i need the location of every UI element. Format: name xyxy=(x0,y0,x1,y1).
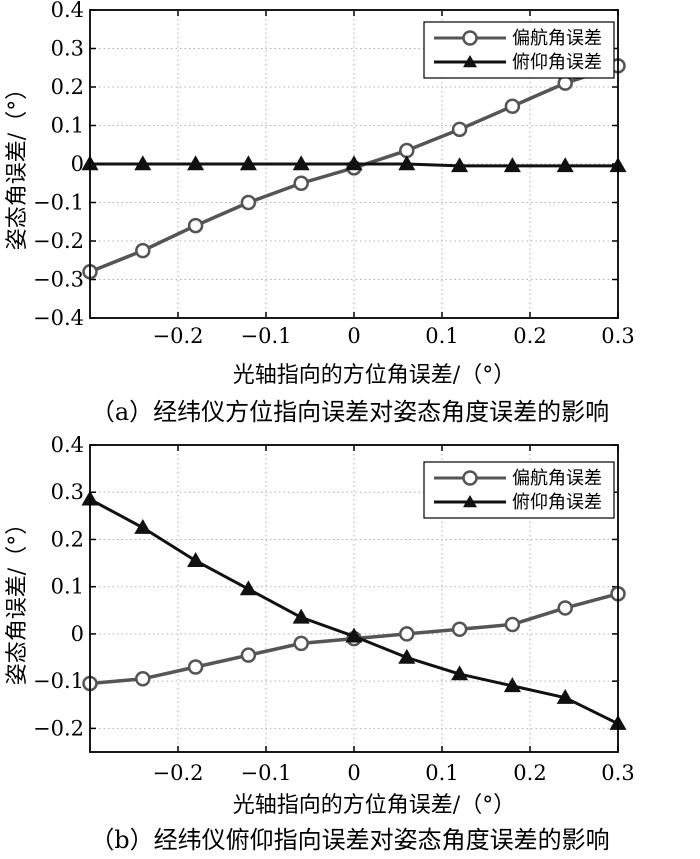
y-tick-label: 0 xyxy=(71,152,84,176)
legend-marker-circle xyxy=(462,470,478,486)
data-point-triangle xyxy=(556,157,574,173)
data-point-circle xyxy=(451,621,468,637)
chart-0: −0.4 −0.3 −0.2 −0.1 0 0.1 0.2 0.3 0.4 −0.2 −0.1 0 0.… xyxy=(5,0,635,426)
data-point-circle xyxy=(451,121,468,138)
data-point-triangle xyxy=(134,155,152,171)
y-tick-label: 0.1 xyxy=(51,575,84,599)
y-tick-label: 0.2 xyxy=(51,75,84,99)
data-point-circle xyxy=(240,647,257,663)
data-point-triangle xyxy=(292,155,310,171)
data-point-triangle xyxy=(292,608,310,624)
data-point-circle xyxy=(135,242,151,259)
data-point-triangle xyxy=(503,677,521,693)
data-point-circle xyxy=(293,175,309,191)
data-point-circle xyxy=(187,217,204,234)
y-tick-label: 0.2 xyxy=(51,527,84,551)
x-tick-label: 0.3 xyxy=(601,324,634,348)
data-point-circle xyxy=(557,600,573,616)
data-point-circle xyxy=(240,194,257,211)
x-tick-label: 0.2 xyxy=(513,761,546,785)
y-tick-label: −0.3 xyxy=(33,268,84,292)
legend-marker-triangle xyxy=(463,55,477,68)
x-tick-label: −0.2 xyxy=(153,324,204,348)
chart-1: −0.2 −0.1 0 0.1 0.2 0.3 0.4 −0.2 −0.1 0 0.1 0.2 0.3 偏… xyxy=(5,433,635,854)
legend-label-1: 俯仰角误差 xyxy=(512,492,602,513)
data-point-triangle xyxy=(556,688,574,704)
legend-marker-circle xyxy=(462,30,478,46)
x-tick-label: 0 xyxy=(347,324,360,348)
y-tick-label: 0 xyxy=(71,622,84,646)
y-tick-label: −0.1 xyxy=(33,669,84,693)
x-axis-label: 光轴指向的方位角误差/（°） xyxy=(233,363,515,388)
x-tick-label: −0.1 xyxy=(241,761,292,785)
data-point-triangle xyxy=(134,518,152,534)
y-axis-label: 姿态角误差/（°） xyxy=(5,78,30,250)
x-tick-label: 0.2 xyxy=(513,324,546,348)
x-tick-label: −0.2 xyxy=(153,761,204,785)
data-point-triangle xyxy=(187,552,205,567)
data-point-triangle xyxy=(239,580,257,596)
figure-caption: （a）经纬仪方位指向误差对姿态角度误差的影响 xyxy=(91,398,609,426)
x-tick-label: 0.1 xyxy=(425,761,458,785)
figure-caption: （b）经纬仪俯仰指向误差对姿态角度误差的影响 xyxy=(90,826,609,854)
y-tick-label: −0.2 xyxy=(33,716,84,740)
legend-label-1: 俯仰角误差 xyxy=(512,52,602,73)
y-tick-label: 0.4 xyxy=(51,433,84,457)
y-tick-label: 0.4 xyxy=(51,0,84,22)
data-point-triangle xyxy=(503,157,521,173)
x-axis-label: 光轴指向的方位角误差/（°） xyxy=(233,793,515,818)
y-tick-label: 0.1 xyxy=(51,114,84,138)
data-point-circle xyxy=(135,671,151,687)
data-point-triangle xyxy=(187,155,205,171)
data-point-triangle xyxy=(398,155,416,171)
data-point-triangle xyxy=(451,157,469,173)
y-tick-label: 0.3 xyxy=(51,37,84,61)
x-tick-label: 0.1 xyxy=(425,324,458,348)
y-tick-label: −0.1 xyxy=(33,191,84,215)
legend-marker-triangle xyxy=(463,495,477,508)
data-point-circle xyxy=(293,635,309,652)
y-tick-label: −0.4 xyxy=(33,306,84,330)
y-tick-label: 0.3 xyxy=(51,480,84,504)
data-point-circle xyxy=(504,616,521,633)
legend-label-0: 偏航角误差 xyxy=(512,468,602,489)
data-point-circle xyxy=(187,659,204,675)
x-tick-label: 0.3 xyxy=(601,761,634,785)
data-point-circle xyxy=(399,626,415,642)
x-tick-label: 0 xyxy=(347,761,360,785)
data-point-triangle xyxy=(451,665,469,681)
data-point-circle xyxy=(504,98,521,114)
legend-box xyxy=(423,461,615,519)
data-point-triangle xyxy=(239,155,257,171)
axes-frame xyxy=(89,444,619,753)
data-point-triangle xyxy=(345,627,363,643)
axes-frame xyxy=(89,9,619,319)
legend-box xyxy=(423,21,615,79)
data-point-circle xyxy=(399,142,415,159)
data-point-triangle xyxy=(398,648,416,664)
data-point-triangle xyxy=(345,155,363,171)
y-axis-label: 姿态角误差/（°） xyxy=(5,513,30,685)
x-tick-label: −0.1 xyxy=(241,324,292,348)
legend-label-0: 偏航角误差 xyxy=(512,28,602,49)
y-tick-label: −0.2 xyxy=(33,229,84,253)
